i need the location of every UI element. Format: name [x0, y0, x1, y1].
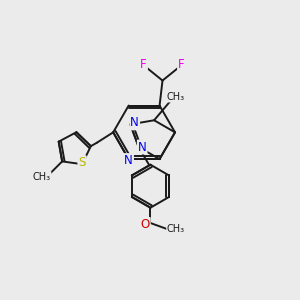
Text: CH₃: CH₃ [32, 172, 51, 182]
Text: N: N [130, 116, 139, 129]
Text: F: F [140, 58, 147, 71]
Text: CH₃: CH₃ [167, 92, 185, 102]
Text: O: O [140, 218, 150, 231]
Text: N: N [124, 154, 133, 167]
Text: N: N [138, 140, 147, 154]
Text: F: F [178, 58, 185, 71]
Text: S: S [78, 156, 86, 169]
Text: CH₃: CH₃ [167, 224, 185, 234]
